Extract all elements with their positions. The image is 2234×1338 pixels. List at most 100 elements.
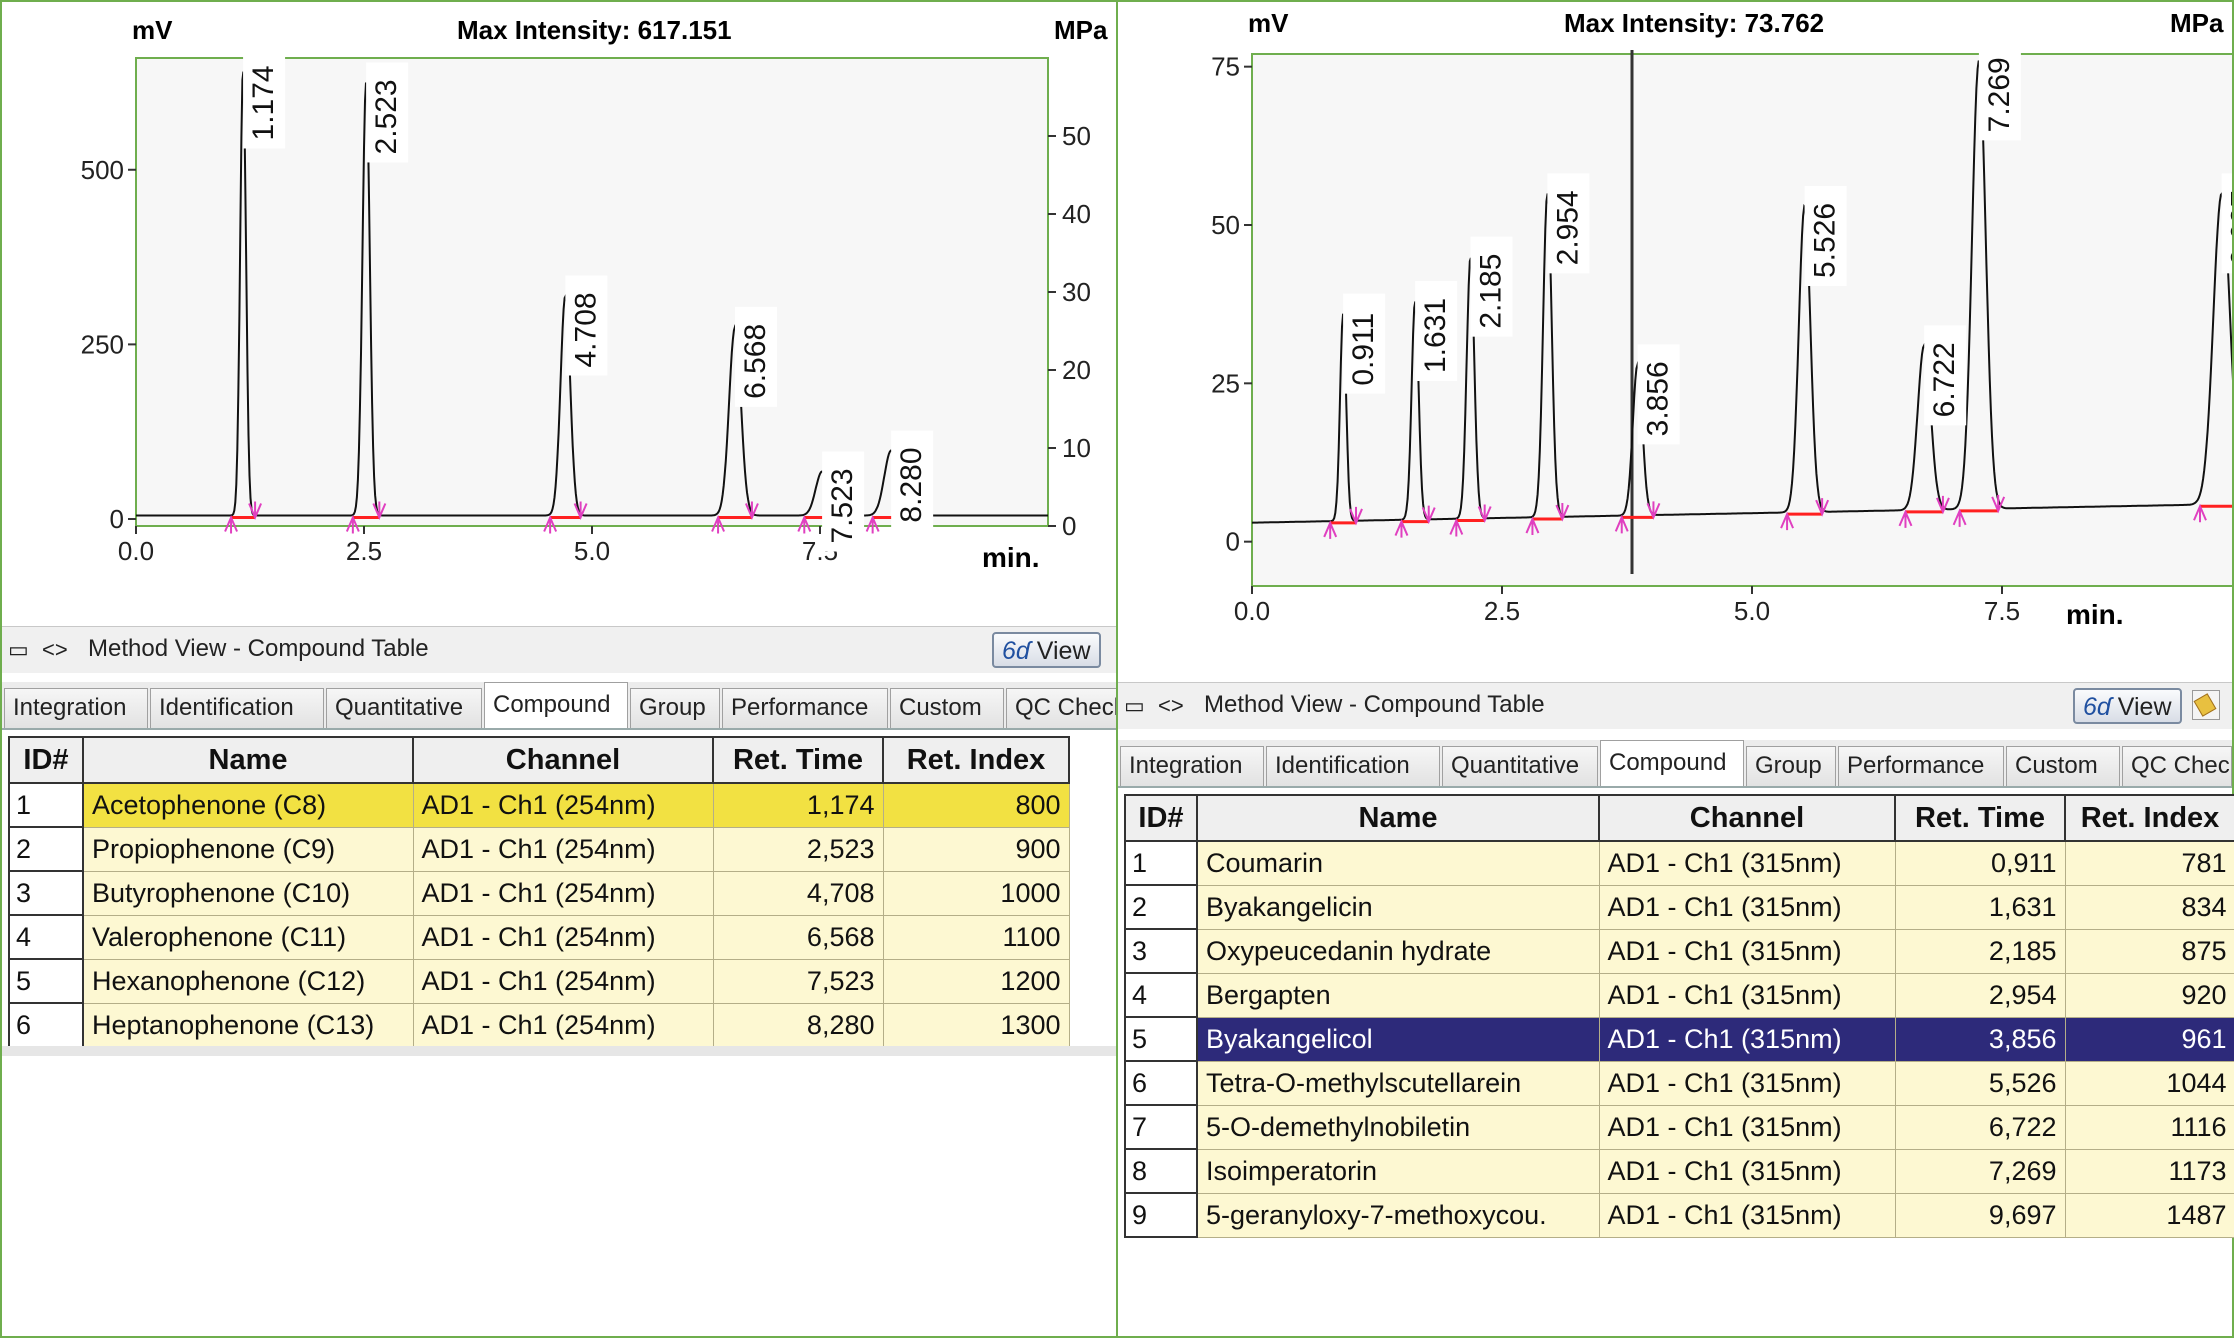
- ret-time-cell[interactable]: 2,185: [1894, 928, 2066, 974]
- table-row[interactable]: 4 Bergapten AD1 - Ch1 (315nm) 2,954 920: [1124, 972, 2234, 1018]
- window-icon[interactable]: ▭: [1124, 693, 1145, 718]
- channel-cell[interactable]: AD1 - Ch1 (315nm): [1598, 884, 1896, 930]
- name-cell[interactable]: Isoimperatorin: [1196, 1148, 1600, 1194]
- name-cell[interactable]: Heptanophenone (C13): [82, 1002, 414, 1048]
- column-header[interactable]: Channel: [412, 736, 714, 784]
- channel-cell[interactable]: AD1 - Ch1 (315nm): [1598, 1192, 1896, 1238]
- name-cell[interactable]: Butyrophenone (C10): [82, 870, 414, 916]
- tab-group[interactable]: Group: [1746, 746, 1836, 786]
- tab-performance[interactable]: Performance: [722, 688, 888, 728]
- column-header[interactable]: Ret. Time: [712, 736, 884, 784]
- table-row[interactable]: 1 Acetophenone (C8) AD1 - Ch1 (254nm) 1,174…: [8, 782, 1070, 828]
- ret-index-cell[interactable]: 1173: [2064, 1148, 2234, 1194]
- table-row[interactable]: 8 Isoimperatorin AD1 - Ch1 (315nm) 7,269 117…: [1124, 1148, 2234, 1194]
- table-row[interactable]: 2 Byakangelicin AD1 - Ch1 (315nm) 1,631 834: [1124, 884, 2234, 930]
- ret-time-cell[interactable]: 2,523: [712, 826, 884, 872]
- column-header[interactable]: Name: [82, 736, 414, 784]
- tab-identification[interactable]: Identification: [150, 688, 324, 728]
- table-row[interactable]: 5 Hexanophenone (C12) AD1 - Ch1 (254nm) 7,5…: [8, 958, 1070, 1004]
- tab-quantitative[interactable]: Quantitative: [326, 688, 482, 728]
- column-header[interactable]: ID#: [8, 736, 84, 784]
- name-cell[interactable]: Bergapten: [1196, 972, 1600, 1018]
- ret-time-cell[interactable]: 4,708: [712, 870, 884, 916]
- channel-cell[interactable]: AD1 - Ch1 (254nm): [412, 782, 714, 828]
- ret-time-cell[interactable]: 8,280: [712, 1002, 884, 1048]
- name-cell[interactable]: Byakangelicol: [1196, 1016, 1600, 1062]
- id-cell[interactable]: 2: [8, 826, 84, 872]
- channel-cell[interactable]: AD1 - Ch1 (315nm): [1598, 1060, 1896, 1106]
- name-cell[interactable]: Hexanophenone (C12): [82, 958, 414, 1004]
- tab-compound[interactable]: Compound: [1600, 740, 1744, 786]
- tab-performance[interactable]: Performance: [1838, 746, 2004, 786]
- id-cell[interactable]: 8: [1124, 1148, 1198, 1194]
- right-compound-table[interactable]: ID# Name Channel Ret. Time Ret. Index 1 Couma…: [1124, 794, 2234, 1238]
- column-header[interactable]: Channel: [1598, 794, 1896, 842]
- ret-time-cell[interactable]: 7,269: [1894, 1148, 2066, 1194]
- code-view-icon[interactable]: <>: [1158, 693, 1184, 718]
- ret-index-cell[interactable]: 875: [2064, 928, 2234, 974]
- column-header[interactable]: Ret. Time: [1894, 794, 2066, 842]
- ret-time-cell[interactable]: 6,722: [1894, 1104, 2066, 1150]
- name-cell[interactable]: Tetra-O-methylscutellarein: [1196, 1060, 1600, 1106]
- ret-time-cell[interactable]: 2,954: [1894, 972, 2066, 1018]
- name-cell[interactable]: Oxypeucedanin hydrate: [1196, 928, 1600, 974]
- table-row[interactable]: 6 Tetra-O-methylscutellarein AD1 - Ch1 (31…: [1124, 1060, 2234, 1106]
- tab-group[interactable]: Group: [630, 688, 720, 728]
- tab-qc-check[interactable]: QC Check: [1006, 688, 1116, 728]
- left-compound-table[interactable]: ID# Name Channel Ret. Time Ret. Index 1 Aceto…: [8, 736, 1070, 1048]
- table-row[interactable]: 5 Byakangelicol AD1 - Ch1 (315nm) 3,856 961: [1124, 1016, 2234, 1062]
- id-cell[interactable]: 5: [1124, 1016, 1198, 1062]
- name-cell[interactable]: 5-geranyloxy-7-methoxycou.: [1196, 1192, 1600, 1238]
- ret-index-cell[interactable]: 1487: [2064, 1192, 2234, 1238]
- channel-cell[interactable]: AD1 - Ch1 (254nm): [412, 1002, 714, 1048]
- tab-quantitative[interactable]: Quantitative: [1442, 746, 1598, 786]
- ret-index-cell[interactable]: 1200: [882, 958, 1070, 1004]
- table-row[interactable]: 6 Heptanophenone (C13) AD1 - Ch1 (254nm) 8,…: [8, 1002, 1070, 1048]
- id-cell[interactable]: 3: [1124, 928, 1198, 974]
- channel-cell[interactable]: AD1 - Ch1 (315nm): [1598, 972, 1896, 1018]
- id-cell[interactable]: 9: [1124, 1192, 1198, 1238]
- table-row[interactable]: 7 5-O-demethylnobiletin AD1 - Ch1 (315nm) 6…: [1124, 1104, 2234, 1150]
- channel-cell[interactable]: AD1 - Ch1 (254nm): [412, 914, 714, 960]
- channel-cell[interactable]: AD1 - Ch1 (254nm): [412, 826, 714, 872]
- table-row[interactable]: 4 Valerophenone (C11) AD1 - Ch1 (254nm) 6,5…: [8, 914, 1070, 960]
- ret-index-cell[interactable]: 781: [2064, 840, 2234, 886]
- ret-index-cell[interactable]: 900: [882, 826, 1070, 872]
- ret-index-cell[interactable]: 1300: [882, 1002, 1070, 1048]
- ret-index-cell[interactable]: 800: [882, 782, 1070, 828]
- channel-cell[interactable]: AD1 - Ch1 (315nm): [1598, 1148, 1896, 1194]
- id-cell[interactable]: 6: [8, 1002, 84, 1048]
- edit-icon[interactable]: [2192, 690, 2220, 720]
- ret-index-cell[interactable]: 1100: [882, 914, 1070, 960]
- name-cell[interactable]: Valerophenone (C11): [82, 914, 414, 960]
- table-row[interactable]: 3 Butyrophenone (C10) AD1 - Ch1 (254nm) 4,7…: [8, 870, 1070, 916]
- id-cell[interactable]: 2: [1124, 884, 1198, 930]
- channel-cell[interactable]: AD1 - Ch1 (254nm): [412, 958, 714, 1004]
- ret-index-cell[interactable]: 834: [2064, 884, 2234, 930]
- ret-time-cell[interactable]: 3,856: [1894, 1016, 2066, 1062]
- id-cell[interactable]: 4: [8, 914, 84, 960]
- window-icon[interactable]: ▭: [8, 637, 29, 662]
- id-cell[interactable]: 1: [8, 782, 84, 828]
- tab-qc-chec[interactable]: QC Chec: [2122, 746, 2232, 786]
- channel-cell[interactable]: AD1 - Ch1 (315nm): [1598, 1016, 1896, 1062]
- ret-time-cell[interactable]: 0,911: [1894, 840, 2066, 886]
- table-row[interactable]: 3 Oxypeucedanin hydrate AD1 - Ch1 (315nm) 2…: [1124, 928, 2234, 974]
- ret-time-cell[interactable]: 7,523: [712, 958, 884, 1004]
- ret-time-cell[interactable]: 9,697: [1894, 1192, 2066, 1238]
- tab-identification[interactable]: Identification: [1266, 746, 1440, 786]
- id-cell[interactable]: 4: [1124, 972, 1198, 1018]
- table-row[interactable]: 2 Propiophenone (C9) AD1 - Ch1 (254nm) 2,52…: [8, 826, 1070, 872]
- id-cell[interactable]: 6: [1124, 1060, 1198, 1106]
- ret-time-cell[interactable]: 1,174: [712, 782, 884, 828]
- column-header[interactable]: Ret. Index: [882, 736, 1070, 784]
- ret-time-cell[interactable]: 6,568: [712, 914, 884, 960]
- name-cell[interactable]: Coumarin: [1196, 840, 1600, 886]
- tab-integration[interactable]: Integration: [1120, 746, 1264, 786]
- ret-index-cell[interactable]: 1000: [882, 870, 1070, 916]
- column-header[interactable]: Name: [1196, 794, 1600, 842]
- ret-index-cell[interactable]: 920: [2064, 972, 2234, 1018]
- name-cell[interactable]: Propiophenone (C9): [82, 826, 414, 872]
- name-cell[interactable]: Byakangelicin: [1196, 884, 1600, 930]
- code-view-icon[interactable]: <>: [42, 637, 68, 662]
